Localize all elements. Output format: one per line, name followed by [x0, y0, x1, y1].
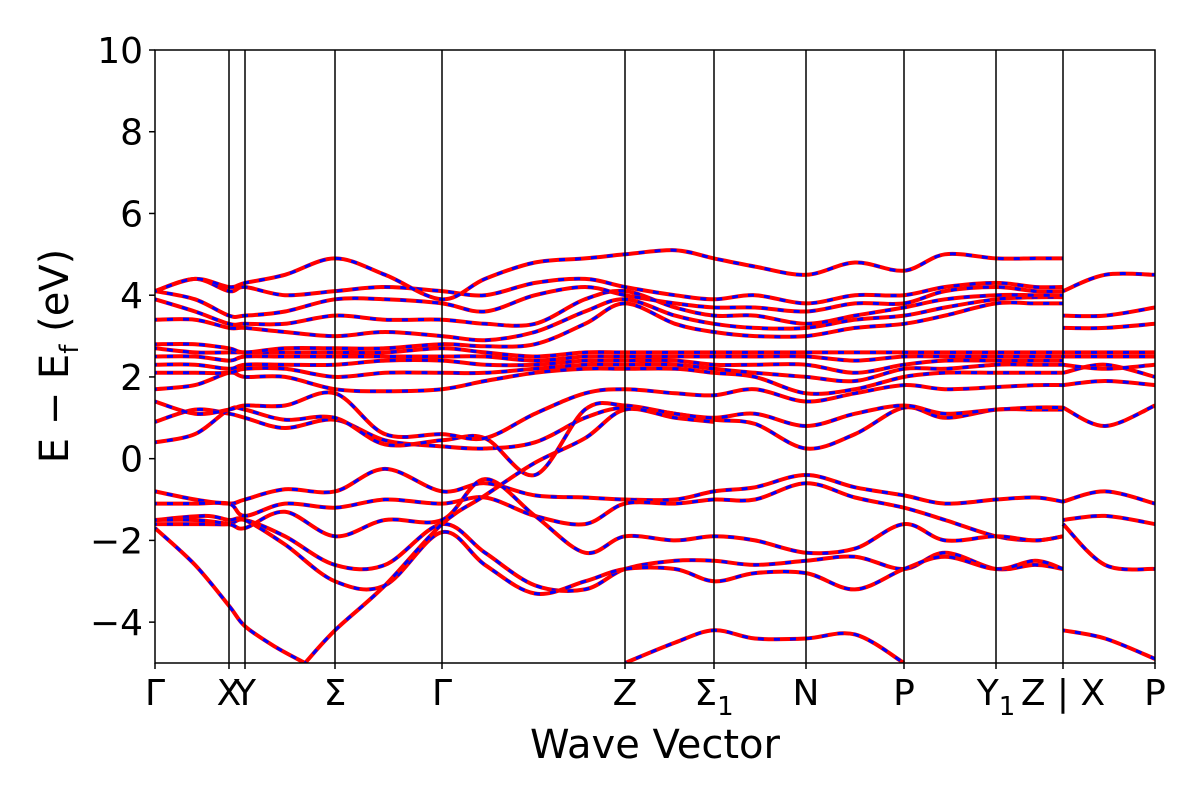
band-line-up: [1062, 271, 1155, 293]
band-line-down: [155, 285, 1064, 319]
band-line-down: [1062, 404, 1155, 428]
x-tick-label: N: [793, 673, 820, 714]
band-line-down: [155, 300, 1063, 354]
x-axis: Γ XY Σ Γ Z Σ1 N P Y1 Z | X P: [145, 663, 1166, 722]
band-line-down: [155, 362, 1063, 383]
y-tick-label: 0: [120, 440, 143, 481]
band-line-down: [155, 354, 1063, 363]
band-line-down: [155, 366, 1063, 396]
y-tick-label: −2: [90, 521, 143, 562]
band-line-down: [1062, 306, 1155, 318]
band-line-up: [1062, 628, 1155, 661]
band-line-up: [1062, 489, 1155, 506]
x-tick-label: Z | X: [1021, 673, 1105, 714]
kpoint-lines: [228, 50, 1064, 663]
band-line-down: [1062, 514, 1155, 526]
band-line-down: [1061, 523, 1155, 571]
x-tick-label: Z: [613, 673, 638, 714]
x-tick-label: X: [217, 673, 242, 714]
band-line-up: [1061, 522, 1155, 572]
x-tick-label: Y: [233, 673, 257, 714]
band-line-down: [155, 405, 1063, 451]
y-axis-title: E − Ef (eV): [32, 249, 85, 464]
band-line-down: [155, 358, 1063, 375]
band-line-down: [155, 514, 1064, 596]
band-line-down: [1062, 322, 1155, 330]
x-tick-label: Y1: [976, 673, 1016, 722]
band-line-down: [155, 383, 1064, 441]
band-line-down: [155, 248, 1063, 301]
band-line-down: [155, 295, 1064, 342]
band-line-up: [1062, 362, 1155, 379]
x-tick-label: Σ: [324, 673, 347, 714]
x-tick-label: P: [1144, 673, 1166, 714]
x-tick-label: P: [893, 673, 915, 714]
band-line-down: [155, 467, 1064, 506]
x-axis-title: Wave Vector: [530, 722, 781, 768]
band-line-down: [624, 628, 905, 663]
band-line-down: [1062, 272, 1155, 293]
band-line-up: [155, 477, 1064, 556]
y-tick-label: 2: [120, 358, 143, 399]
y-tick-label: 6: [120, 194, 143, 235]
y-tick-label: 4: [120, 276, 143, 317]
bands-layer: [155, 248, 1155, 663]
band-line-down: [155, 289, 1063, 328]
band-line-up: [155, 513, 1064, 596]
band-line-up: [303, 406, 715, 663]
band-line-up: [155, 466, 1064, 506]
band-line-down: [155, 401, 1064, 477]
band-line-down: [1062, 379, 1155, 387]
band-line-down: [155, 481, 1064, 542]
y-tick-label: 10: [97, 31, 143, 72]
x-tick-label: Γ: [145, 673, 165, 714]
band-line-down: [155, 526, 306, 663]
band-line-down: [1062, 363, 1155, 371]
x-tick-label: Γ: [432, 673, 452, 714]
x-tick-label: Σ1: [694, 673, 733, 722]
band-line-down: [155, 277, 1064, 305]
y-axis: −4 −2 0 2 4 6 8 10: [90, 31, 155, 644]
plot-frame: [154, 49, 1156, 664]
band-line-down: [155, 518, 1064, 593]
y-tick-label: −4: [90, 603, 143, 644]
y-tick-label: 8: [120, 113, 143, 154]
